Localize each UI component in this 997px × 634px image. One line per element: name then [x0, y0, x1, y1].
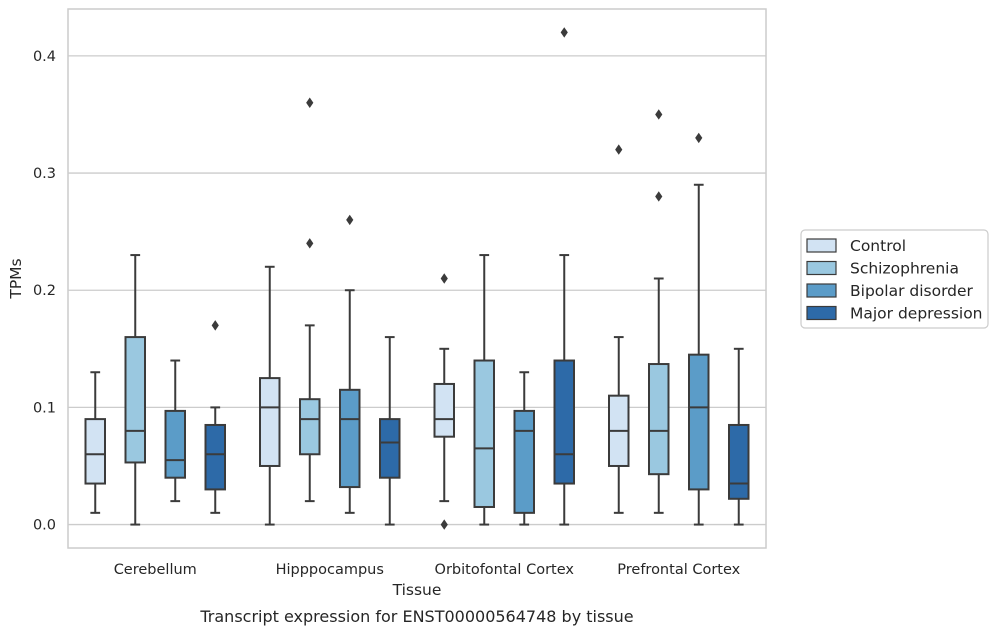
box [648, 109, 670, 514]
box [259, 265, 281, 526]
outlier-point [211, 320, 219, 331]
box-iqr [204, 423, 226, 491]
legend-swatch [806, 283, 837, 298]
legend-label: Bipolar disorder [850, 282, 974, 300]
x-tick-labels: Cerebellum Hipppocampus Orbitofontal Corte… [114, 562, 741, 578]
box-iqr [259, 377, 281, 467]
outlier-point [560, 27, 568, 38]
box [204, 320, 226, 514]
outlier-point [306, 97, 314, 108]
x-tick-label: Orbitofontal Cortex [435, 562, 575, 578]
box [84, 371, 106, 514]
outlier-point [306, 238, 314, 249]
x-tick-label: Hipppocampus [276, 562, 384, 578]
box [688, 132, 710, 526]
legend-swatch [806, 305, 837, 321]
box [433, 273, 455, 530]
legend-swatch [806, 238, 837, 253]
box-iqr [299, 398, 321, 456]
box [473, 254, 495, 526]
box [553, 27, 575, 526]
y-tick-label: 0.4 [33, 49, 56, 65]
legend-swatch [806, 260, 837, 276]
box-iqr [648, 363, 670, 476]
box-iqr [688, 353, 710, 491]
box-plots [84, 27, 750, 530]
chart-caption: Transcript expression for ENST0000056474… [199, 607, 633, 626]
outlier-point [695, 132, 703, 144]
x-tick-label: Prefrontal Cortex [617, 562, 740, 578]
box [728, 347, 750, 526]
legend-frame [800, 229, 989, 329]
y-tick-label: 0.3 [33, 166, 56, 182]
x-axis-label: Tissue [392, 581, 442, 599]
box [124, 254, 146, 526]
y-tick-labels: 0.0 0.1 0.2 0.3 0.4 [33, 49, 56, 534]
box [339, 214, 361, 514]
box-iqr [124, 336, 146, 464]
x-tick-label: Cerebellum [114, 562, 197, 578]
outlier-point [655, 109, 663, 120]
box [379, 336, 401, 526]
y-tick-label: 0.1 [33, 400, 56, 416]
box-iqr [84, 418, 106, 485]
box [608, 144, 630, 514]
box-iqr [513, 409, 535, 514]
box [299, 97, 321, 503]
box-iqr [379, 418, 401, 479]
y-axis-label: TPMs [7, 258, 25, 299]
outlier-point [440, 519, 448, 530]
y-tick-label: 0.2 [33, 283, 56, 299]
outlier-point [346, 214, 354, 226]
outlier-point [440, 273, 448, 284]
legend-label: Major depression [850, 305, 983, 323]
plot-frame [67, 8, 767, 549]
box-iqr [553, 359, 575, 485]
legend-label: Control [850, 237, 906, 255]
box-iqr [433, 382, 455, 438]
box [513, 371, 535, 526]
outlier-point [615, 144, 623, 155]
box-iqr [339, 388, 361, 489]
y-tick-label: 0.0 [33, 518, 56, 534]
legend-label: Schizophrenia [850, 260, 959, 278]
box-iqr [473, 359, 495, 508]
box-iqr [164, 409, 186, 479]
box-iqr [728, 423, 750, 500]
outlier-point [655, 191, 663, 202]
legend: Control Schizophrenia Bipolar disorder Majo… [800, 229, 989, 329]
box [164, 359, 186, 503]
